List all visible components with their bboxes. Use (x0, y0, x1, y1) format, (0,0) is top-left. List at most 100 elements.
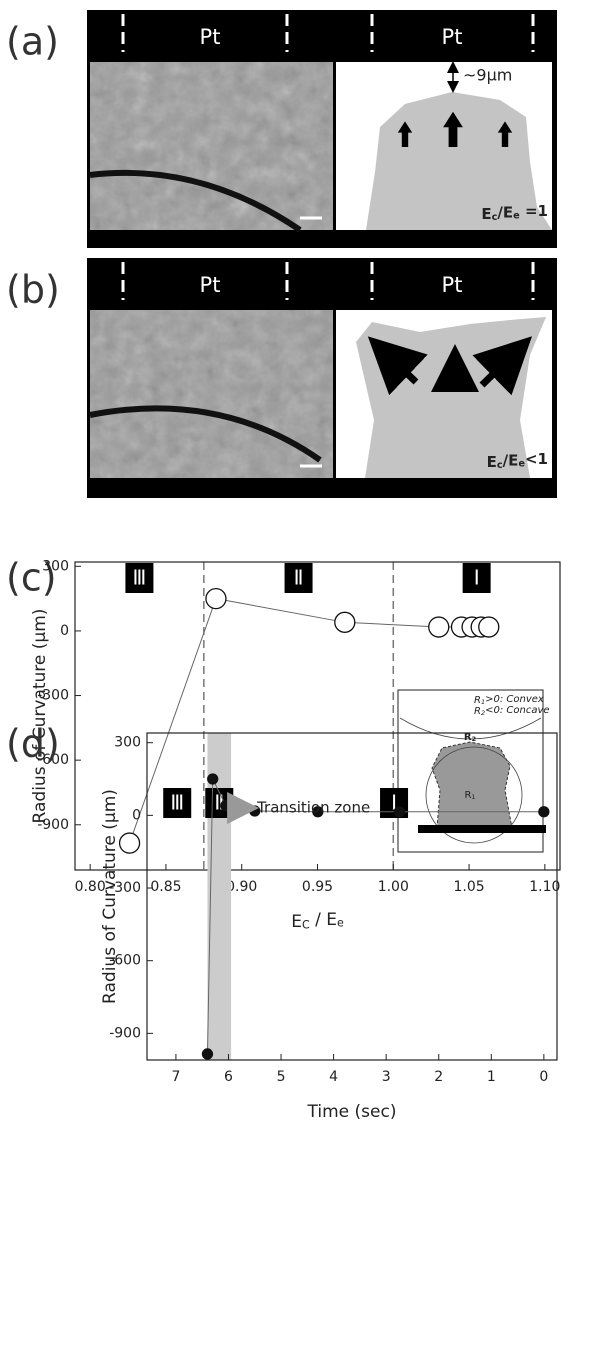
x-axis-label: Time (sec) (307, 1102, 397, 1122)
x-tick-label: 0.85 (150, 879, 181, 895)
distance-label: ~9μm (463, 66, 512, 85)
ratio-label: Ec/Ee<1 (487, 449, 548, 471)
micrograph-texture (90, 62, 333, 230)
pt-label: Pt (442, 273, 463, 297)
growth-shape (431, 741, 513, 829)
growth-arrow (367, 336, 428, 396)
x-tick-label: 1 (487, 1069, 496, 1085)
chart: (d) Ⅲ Ⅱ Ⅰ 300 0 -300 -600 -900 7 6 5 4 3 2 1 0 Time (sec)… (6, 722, 558, 1122)
text-part: /E (497, 203, 513, 221)
image-panel: (a) ~9μm Ec/Ee =1 Pt Pt (6, 10, 557, 248)
growth-arrow (443, 111, 463, 147)
text-part: 2 (472, 735, 477, 743)
growth-arrow (497, 121, 513, 147)
text-part: e (518, 458, 525, 469)
x-tick-label: 1.00 (378, 879, 409, 895)
x-tick-label: 1.05 (453, 879, 484, 895)
data-point (334, 611, 356, 633)
data-point (205, 587, 227, 610)
x-tick-label: 4 (329, 1069, 338, 1085)
y-tick-label: -600 (109, 953, 141, 969)
text-part: >0: Convex (485, 694, 544, 705)
growth-arrow (397, 121, 413, 147)
region-box (284, 563, 313, 593)
region-label: Ⅱ (294, 566, 304, 590)
y-tick-label: -300 (37, 688, 69, 704)
data-point (220, 800, 232, 812)
x-tick-label: 0.80 (75, 879, 106, 895)
region-label: Ⅰ (474, 566, 480, 590)
text-part: =1 (520, 201, 548, 219)
y-tick-label: -600 (37, 752, 69, 768)
data-point (393, 806, 405, 818)
text-part: <1 (525, 449, 548, 467)
text-part: c (497, 460, 503, 471)
text-part: E (291, 912, 302, 932)
text-part: 1 (481, 698, 485, 706)
y-tick-label: 300 (42, 558, 69, 574)
text-part: E (481, 205, 491, 223)
convex-circle (425, 746, 523, 844)
r1-label: R1 (464, 790, 475, 801)
y-axis-label: Radius of Curvature (μm) (30, 609, 50, 824)
image-panel: (b) Ec/Ee<1 Pt Pt (6, 258, 557, 498)
y-tick-label: 300 (114, 735, 141, 751)
data-point (201, 1048, 214, 1060)
text-part: R (474, 706, 481, 717)
data-point (207, 773, 219, 785)
data-point (478, 616, 500, 638)
data-point (538, 806, 550, 818)
x-tick-label: 0.90 (226, 879, 257, 895)
inset-note: R1>0: Convex (474, 694, 544, 706)
text-part: C (302, 918, 310, 931)
region-label: Ⅰ (391, 791, 397, 815)
x-tick-label: 6 (224, 1069, 233, 1085)
region-box (462, 563, 491, 593)
pt-label: Pt (442, 25, 463, 49)
electrode-edge (89, 169, 302, 233)
text-part: 1 (471, 793, 475, 801)
micrograph-texture (90, 310, 333, 478)
data-point (312, 806, 324, 818)
x-axis-label: EC / Ee (291, 910, 344, 932)
electrode (418, 825, 546, 833)
panel-label: (b) (6, 268, 60, 312)
panel-label: (a) (6, 20, 59, 64)
y-tick-label: 0 (60, 623, 69, 639)
region-label: Ⅲ (170, 791, 184, 815)
text-part: 2 (481, 709, 485, 717)
text-part: c (492, 212, 498, 223)
text-part: <0: Concave (485, 705, 549, 716)
x-tick-label: 3 (382, 1069, 391, 1085)
region-box (125, 563, 154, 593)
x-tick-label: 0 (539, 1069, 548, 1085)
data-point (428, 616, 450, 638)
x-tick-label: 1.10 (529, 879, 560, 895)
text-part: /E (503, 451, 519, 469)
plot-frame (146, 732, 558, 1061)
growth-arrow (472, 336, 533, 396)
y-tick-label: 0 (132, 807, 141, 823)
panel-label: (c) (6, 556, 57, 600)
y-tick-label: -900 (109, 1025, 141, 1041)
x-tick-label: 0.95 (302, 879, 333, 895)
text-part: R (464, 732, 472, 743)
region-label: Ⅲ (133, 566, 147, 590)
pt-label: Pt (200, 273, 221, 297)
panel-label: (d) (6, 722, 60, 766)
text-part: R (474, 695, 481, 706)
y-axis-label: Radius of Curvature (μm) (100, 789, 120, 1004)
annotation: Transition zone (256, 799, 370, 817)
text-part: / E (310, 910, 337, 930)
chart: (c) Ⅲ Ⅱ Ⅰ 300 0 -300 -600 -900 0.80 0.85 0.90 0.95 1.… (6, 556, 561, 932)
inset-note: R2<0: Concave (474, 705, 550, 717)
pt-label: Pt (200, 25, 221, 49)
x-tick-label: 2 (434, 1069, 443, 1085)
r2-label: R2 (464, 732, 476, 743)
data-point (118, 832, 141, 854)
region-box (163, 788, 192, 818)
text-part: e (513, 210, 520, 221)
